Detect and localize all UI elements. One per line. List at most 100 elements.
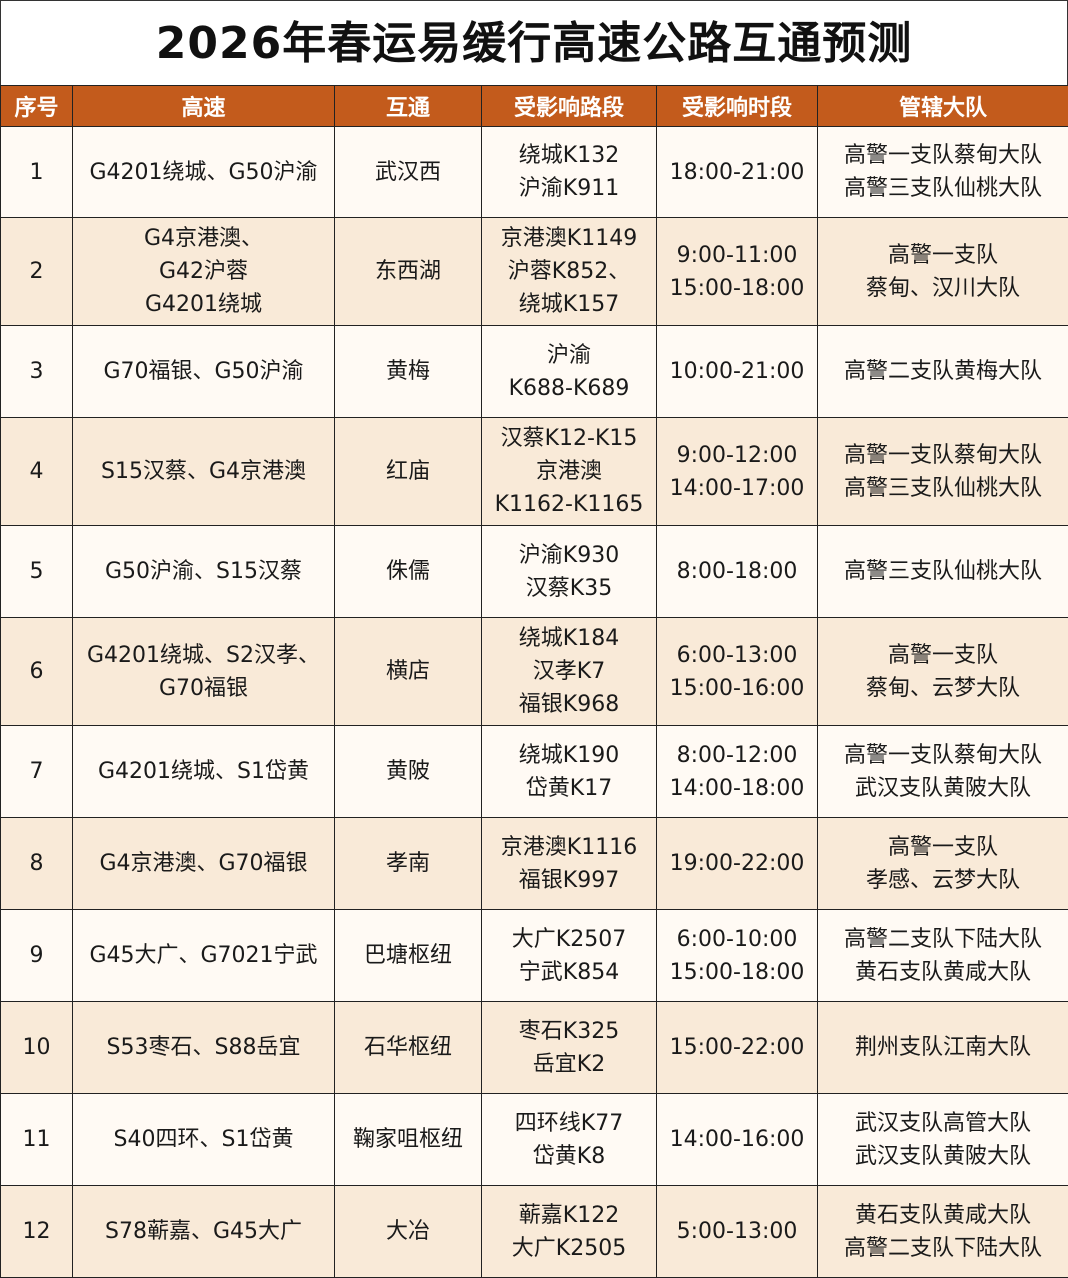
cell-brigade: 高警一支队蔡甸大队 高警三支队仙桃大队 bbox=[817, 126, 1068, 218]
cell-highway-line: G70福银 bbox=[158, 675, 249, 701]
cell-interchange: 巴塘枢纽 bbox=[334, 909, 482, 1002]
cell-interchange: 黄陂 bbox=[334, 725, 482, 818]
cell-interchange: 黄梅 bbox=[334, 325, 482, 418]
cell-sections-line: 京港澳 bbox=[535, 459, 602, 484]
cell-sections-line: 枣石K325 bbox=[518, 1018, 620, 1044]
cell-interchange-line: 东西湖 bbox=[374, 259, 441, 284]
cell-interchange-line: 石华枢纽 bbox=[363, 1035, 452, 1060]
cell-sections: 京港澳K1116 福银K997 bbox=[481, 817, 657, 910]
cell-highway: G4京港澳、G70福银 bbox=[72, 817, 335, 910]
cell-sections-line: 京港澳K1116 bbox=[500, 834, 638, 860]
cell-interchange: 鞠家咀枢纽 bbox=[334, 1093, 482, 1186]
cell-times-line: 6:00-13:00 bbox=[676, 642, 798, 668]
table-row: 9 G45大广、G7021宁武 巴塘枢纽 大广K2507 宁武K854 6:00-10:0… bbox=[0, 909, 1068, 1002]
cell-highway: S53枣石、S88岳宜 bbox=[72, 1001, 335, 1094]
cell-brigade-line: 高警三支队仙桃大队 bbox=[843, 559, 1042, 584]
table-row: 2 G4京港澳、 G42沪蓉 G4201绕城 东西湖 京港澳K1149 沪蓉K852、 绕城K… bbox=[0, 217, 1068, 326]
cell-sections-line: 岱黄K8 bbox=[532, 1143, 606, 1169]
cell-sections: 汉蔡K12-K15 京港澳 K1162-K1165 bbox=[481, 417, 657, 526]
cell-interchange-line: 孝南 bbox=[385, 851, 430, 876]
cell-interchange-line: 黄梅 bbox=[385, 359, 430, 384]
cell-sections: 枣石K325 岳宜K2 bbox=[481, 1001, 657, 1094]
table-row: 7 G4201绕城、S1岱黄 黄陂 绕城K190 岱黄K17 8:00-12:00 14:0… bbox=[0, 725, 1068, 818]
cell-interchange: 东西湖 bbox=[334, 217, 482, 326]
cell-highway-line: G50沪渝、S15汉蔡 bbox=[104, 559, 302, 584]
page-title: 2026年春运易缓行高速公路互通预测 bbox=[0, 0, 1068, 85]
cell-no: 2 bbox=[0, 217, 73, 326]
cell-times: 5:00-13:00 bbox=[656, 1185, 818, 1278]
cell-sections: 大广K2507 宁武K854 bbox=[481, 909, 657, 1002]
cell-brigade-line: 武汉支队黄陂大队 bbox=[854, 775, 1031, 801]
cell-brigade: 高警一支队 孝感、云梦大队 bbox=[817, 817, 1068, 910]
cell-interchange: 武汉西 bbox=[334, 126, 482, 218]
cell-sections: 沪渝K930 汉蔡K35 bbox=[481, 525, 657, 618]
cell-brigade-line: 高警一支队 bbox=[887, 642, 998, 668]
cell-times: 6:00-10:00 15:00-18:00 bbox=[656, 909, 818, 1002]
table-row: 5 G50沪渝、S15汉蔡 侏儒 沪渝K930 汉蔡K35 8:00-18:00 高警三支队… bbox=[0, 525, 1068, 618]
cell-sections-line: 沪蓉K852、 bbox=[507, 259, 631, 284]
cell-highway-line: G45大广、G7021宁武 bbox=[89, 943, 318, 968]
cell-highway-line: G4201绕城、S1岱黄 bbox=[98, 759, 309, 784]
cell-brigade-line: 黄石支队黄咸大队 bbox=[854, 959, 1031, 985]
cell-no: 7 bbox=[0, 725, 73, 818]
cell-sections-line: 福银K997 bbox=[518, 867, 620, 893]
cell-brigade: 高警一支队 蔡甸、云梦大队 bbox=[817, 617, 1068, 726]
table-row: 8 G4京港澳、G70福银 孝南 京港澳K1116 福银K997 19:00-22:00 高… bbox=[0, 817, 1068, 910]
cell-sections: 绕城K190 岱黄K17 bbox=[481, 725, 657, 818]
cell-sections-line: 沪渝K930 bbox=[518, 542, 620, 568]
table-row: 6 G4201绕城、S2汉孝、 G70福银 横店 绕城K184 汉孝K7 福银K968 6:0… bbox=[0, 617, 1068, 726]
cell-sections-line: 岱黄K17 bbox=[525, 775, 613, 801]
cell-times: 9:00-12:00 14:00-17:00 bbox=[656, 417, 818, 526]
cell-brigade-line: 高警一支队蔡甸大队 bbox=[843, 143, 1042, 168]
cell-brigade-line: 高警一支队蔡甸大队 bbox=[843, 442, 1042, 468]
cell-brigade: 高警二支队下陆大队 黄石支队黄咸大队 bbox=[817, 909, 1068, 1002]
cell-no: 8 bbox=[0, 817, 73, 910]
cell-sections: 蕲嘉K122 大广K2505 bbox=[481, 1185, 657, 1278]
cell-highway: G4201绕城、S2汉孝、 G70福银 bbox=[72, 617, 335, 726]
cell-times: 6:00-13:00 15:00-16:00 bbox=[656, 617, 818, 726]
cell-interchange-line: 红庙 bbox=[385, 459, 430, 484]
header-row: 序号 高速 互通 受影响路段 受影响时段 管辖大队 bbox=[0, 85, 1068, 127]
cell-brigade-line: 高警三支队仙桃大队 bbox=[843, 176, 1042, 201]
table-row: 11 S40四环、S1岱黄 鞠家咀枢纽 四环线K77 岱黄K8 14:00-16:00 武汉… bbox=[0, 1093, 1068, 1186]
cell-brigade-line: 高警一支队蔡甸大队 bbox=[843, 742, 1042, 768]
cell-highway-line: G70福银、G50沪渝 bbox=[103, 359, 304, 384]
col-header-interchange: 互通 bbox=[334, 85, 482, 127]
cell-brigade: 高警三支队仙桃大队 bbox=[817, 525, 1068, 618]
table-row: 4 S15汉蔡、G4京港澳 红庙 汉蔡K12-K15 京港澳 K1162-K1165 9:0… bbox=[0, 417, 1068, 526]
cell-brigade-line: 孝感、云梦大队 bbox=[865, 867, 1020, 893]
table-body: 1 G4201绕城、G50沪渝 武汉西 绕城K132 沪渝K911 18:00-21:00… bbox=[0, 126, 1068, 1278]
cell-brigade: 高警一支队 蔡甸、汉川大队 bbox=[817, 217, 1068, 326]
cell-no: 1 bbox=[0, 126, 73, 218]
cell-times-line: 9:00-11:00 bbox=[676, 242, 798, 268]
cell-sections-line: 岳宜K2 bbox=[532, 1051, 606, 1077]
cell-times-line: 5:00-13:00 bbox=[676, 1219, 798, 1244]
cell-brigade-line: 蔡甸、汉川大队 bbox=[865, 275, 1020, 301]
cell-no: 10 bbox=[0, 1001, 73, 1094]
cell-times: 8:00-12:00 14:00-18:00 bbox=[656, 725, 818, 818]
cell-times-line: 6:00-10:00 bbox=[676, 926, 798, 952]
cell-highway-line: G4201绕城、G50沪渝 bbox=[89, 159, 318, 185]
cell-highway-line: G42沪蓉 bbox=[158, 259, 249, 284]
cell-sections-line: 汉蔡K12-K15 bbox=[500, 426, 638, 451]
cell-sections-line: 沪渝 bbox=[546, 342, 591, 368]
cell-sections-line: 蕲嘉K122 bbox=[518, 1202, 620, 1228]
cell-brigade-line: 黄石支队黄咸大队 bbox=[854, 1202, 1031, 1228]
cell-times-line: 15:00-22:00 bbox=[669, 1035, 805, 1060]
cell-highway: G70福银、G50沪渝 bbox=[72, 325, 335, 418]
cell-highway-line: S15汉蔡、G4京港澳 bbox=[100, 459, 306, 484]
cell-highway: S78蕲嘉、G45大广 bbox=[72, 1185, 335, 1278]
cell-sections-line: 绕城K157 bbox=[518, 292, 620, 317]
cell-times-line: 18:00-21:00 bbox=[669, 159, 805, 185]
cell-times: 18:00-21:00 bbox=[656, 126, 818, 218]
cell-times-line: 14:00-16:00 bbox=[669, 1127, 805, 1152]
cell-sections-line: 绕城K190 bbox=[518, 742, 620, 768]
col-header-times: 受影响时段 bbox=[656, 85, 818, 127]
cell-no: 4 bbox=[0, 417, 73, 526]
table-row: 3 G70福银、G50沪渝 黄梅 沪渝 K688-K689 10:00-21:00 高警二支… bbox=[0, 325, 1068, 418]
cell-brigade-line: 高警二支队黄梅大队 bbox=[843, 359, 1042, 384]
cell-interchange: 红庙 bbox=[334, 417, 482, 526]
cell-interchange: 横店 bbox=[334, 617, 482, 726]
cell-sections-line: 福银K968 bbox=[518, 692, 620, 717]
cell-no: 9 bbox=[0, 909, 73, 1002]
